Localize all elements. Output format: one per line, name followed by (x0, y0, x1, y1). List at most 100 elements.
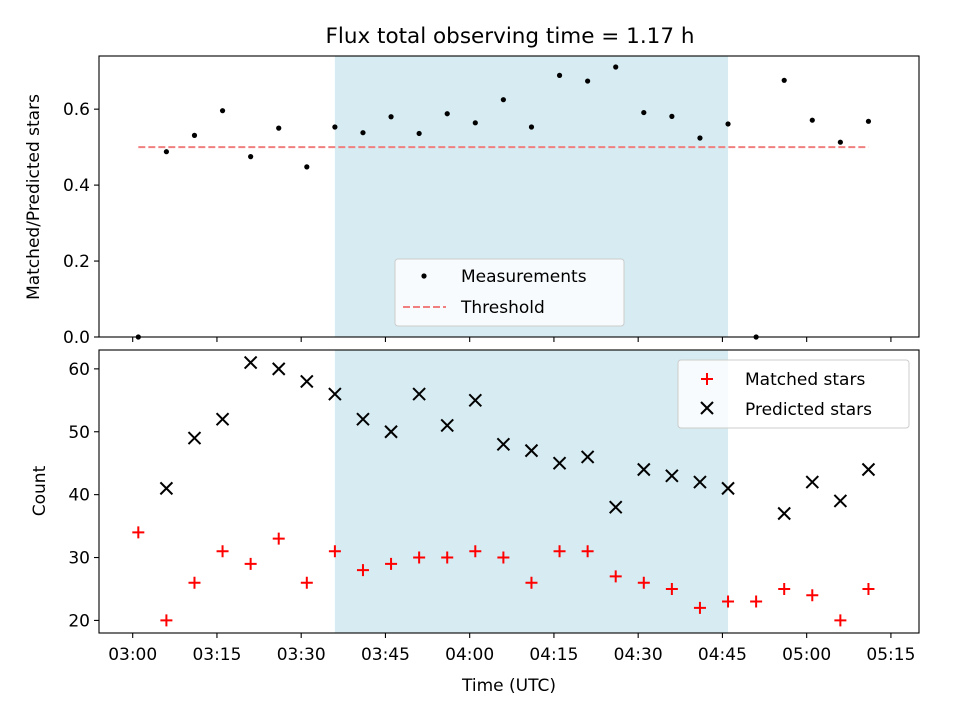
bottom-panel: 20 30 40 50 60 03:00 03:15 03:30 03:45 04:00 04:1… (30, 349, 920, 696)
matched-stars-point (244, 557, 257, 570)
top-panel-frame (98, 55, 920, 338)
x-tick-label: 04:30 (614, 645, 663, 665)
bottom-legend: Matched stars Predicted stars (677, 359, 910, 429)
measurements-point (219, 108, 226, 114)
bottom-y-ticks: 20 30 40 50 60 (68, 360, 99, 631)
predicted-stars-point (637, 462, 651, 477)
predicted-stars-point (609, 500, 623, 514)
matched-stars-point (778, 582, 791, 595)
measurements-point (191, 132, 198, 138)
measurements-point (248, 154, 254, 160)
top-y-tick-label: 0.2 (63, 252, 90, 272)
measurements-point (865, 118, 872, 124)
matched-stars-point (609, 570, 622, 583)
bottom-panel-frame (98, 349, 920, 634)
matched-stars-point (525, 576, 538, 589)
measurements-point (528, 124, 535, 130)
legend-marker-predicted-stars (700, 401, 714, 415)
predicted-stars-point (524, 443, 539, 458)
matched-stars-point (188, 576, 201, 589)
matched-stars-point (497, 551, 510, 564)
measurements-point (416, 130, 422, 137)
bottom-series (132, 355, 876, 627)
measurements-point (697, 135, 703, 141)
measurements-point (444, 111, 450, 117)
predicted-stars-point (243, 355, 258, 370)
measurements-point (163, 149, 169, 155)
measurements-point (585, 78, 591, 84)
matched-stars-point (413, 551, 426, 564)
measurements-point (725, 121, 731, 127)
measurements-point (500, 97, 506, 103)
matched-stars-point (581, 545, 594, 558)
bottom-y-tick-label: 50 (68, 423, 90, 443)
x-tick-label: 05:00 (782, 645, 831, 665)
bottom-legend-box (677, 359, 910, 429)
predicted-stars-point (468, 393, 483, 408)
x-tick-label: 03:30 (277, 645, 326, 665)
predicted-stars-point (833, 494, 848, 508)
measurements-point (669, 113, 675, 119)
bottom-x-ticks: 03:00 03:15 03:30 03:45 04:00 04:15 04:30 04:45… (108, 633, 915, 665)
measurements-point (641, 109, 647, 116)
measurements-point (837, 139, 843, 145)
matched-stars-point (469, 545, 482, 558)
matched-stars-point (637, 576, 650, 589)
top-y-axis-label: Matched/Predicted stars (24, 94, 44, 300)
x-tick-label: 04:45 (698, 645, 747, 665)
predicted-stars-point (328, 387, 342, 401)
matched-stars-point (300, 576, 313, 589)
top-y-tick-label: 0.4 (63, 176, 90, 196)
matched-stars-point (385, 557, 398, 570)
measurements-point (360, 130, 366, 136)
predicted-stars-point (187, 431, 202, 445)
chart-title: Flux total observing time = 1.17 h (326, 24, 695, 49)
predicted-stars-point (805, 475, 819, 489)
top-series (135, 64, 872, 340)
matched-stars-point (272, 532, 285, 545)
legend-label-matched-stars: Matched stars (745, 370, 865, 390)
predicted-stars-point (552, 456, 567, 470)
bottom-y-tick-label: 30 (68, 549, 90, 569)
predicted-stars-point (412, 387, 426, 401)
measurements-point (809, 117, 815, 123)
predicted-stars-point (777, 506, 791, 521)
bottom-y-tick-label: 20 (68, 611, 90, 631)
matched-stars-point (216, 545, 229, 558)
bottom-y-tick-label: 60 (68, 360, 90, 380)
x-tick-label: 04:00 (445, 645, 494, 665)
legend-label-threshold: Threshold (460, 298, 545, 318)
top-legend: Measurements Threshold (394, 258, 625, 327)
x-tick-label: 03:15 (192, 645, 241, 665)
x-tick-label: 05:15 (866, 645, 915, 665)
predicted-stars-point (665, 469, 679, 483)
predicted-stars-point (721, 481, 735, 496)
matched-stars-point (356, 564, 369, 577)
matched-stars-point (441, 551, 454, 564)
predicted-stars-point (384, 425, 398, 439)
top-panel: 0.0 0.2 0.4 0.6 Matched/Predicted stars Mea… (24, 55, 920, 348)
predicted-stars-point (861, 462, 876, 477)
predicted-stars-point (300, 374, 314, 389)
measurements-point (332, 124, 338, 130)
matched-stars-point (693, 601, 706, 614)
x-tick-label: 03:00 (108, 645, 157, 665)
top-y-ticks: 0.0 0.2 0.4 0.6 (63, 100, 99, 348)
matched-stars-point (665, 582, 678, 595)
predicted-stars-point (272, 362, 286, 376)
matched-stars-point (132, 526, 145, 539)
measurements-point (304, 164, 310, 170)
legend-label-predicted-stars: Predicted stars (745, 400, 872, 420)
bottom-y-tick-label: 40 (68, 486, 90, 506)
x-axis-label: Time (UTC) (461, 676, 556, 696)
top-x-ticks (132, 337, 892, 342)
predicted-stars-point (580, 450, 595, 464)
measurements-point (472, 120, 478, 126)
predicted-stars-point (215, 412, 230, 426)
matched-stars-point (722, 595, 735, 608)
top-legend-box (394, 258, 625, 327)
matched-stars-point (160, 614, 173, 627)
predicted-stars-point (159, 481, 174, 496)
x-tick-label: 04:15 (529, 645, 578, 665)
